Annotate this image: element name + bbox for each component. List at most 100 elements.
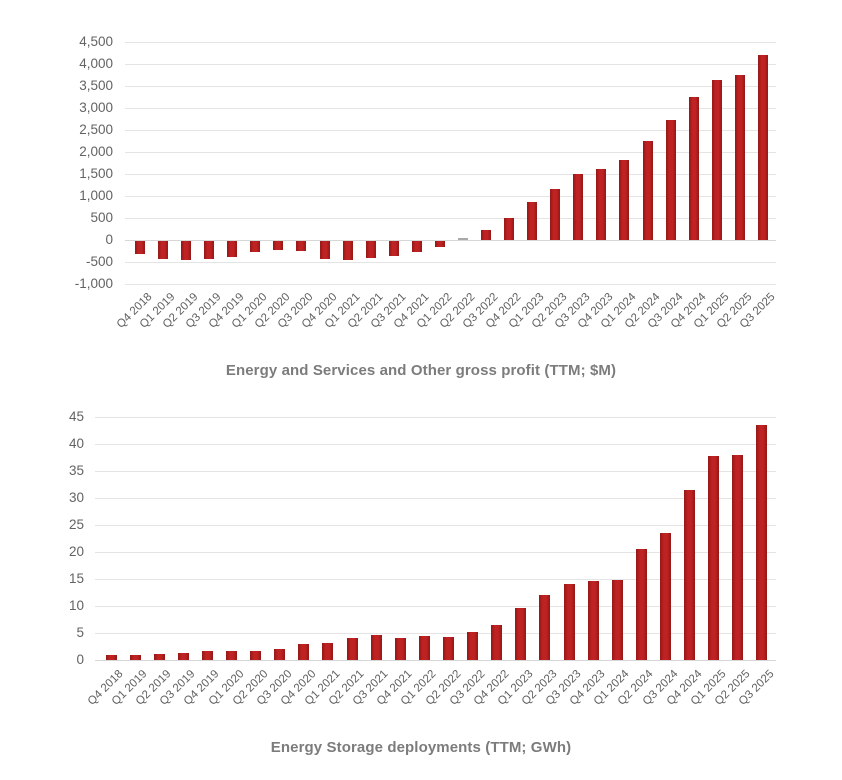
y-axis-tick-label: 25 [68,517,84,532]
gridline [125,217,776,219]
y-axis-tick-label: 1,000 [79,188,113,203]
gridline [125,41,776,43]
bar-q3-2024 [665,119,676,240]
bar-q1-2025 [708,456,720,660]
y-axis-tick-label: 5 [76,625,84,640]
bar-q2-2024 [642,140,653,240]
bar-q2-2020 [273,241,284,251]
bar-q4-2018 [135,241,145,255]
gridline [95,416,776,418]
bar-q2-2021 [365,241,376,259]
bar-q3-2019 [177,652,189,660]
gridline [95,605,776,607]
bar-q3-2019 [204,241,215,260]
bar-q4-2019 [201,651,213,660]
bar-q4-2020 [298,643,310,660]
y-axis-tick-label: 0 [105,232,113,247]
bar-q1-2023 [515,608,527,660]
bar-q2-2020 [250,650,262,660]
y-axis-tick-label: 30 [68,490,84,505]
y-axis-tick-label: 45 [68,409,84,424]
gridline [95,551,776,553]
bar-q3-2021 [388,241,399,257]
bar-q4-2021 [411,241,422,252]
bar-q1-2024 [619,160,630,240]
bar-q4-2022 [504,218,515,240]
bar-q1-2022 [434,241,445,247]
bar-q1-2023 [527,201,538,240]
y-axis-tick-label: 10 [68,598,84,613]
bar-q2-2022 [457,237,468,240]
gridline [95,443,776,445]
gridline [125,239,776,241]
bar-q4-2023 [587,580,599,660]
bar-q4-2024 [688,97,699,240]
bar-q4-2018 [105,654,117,660]
bar-q4-2023 [596,169,607,240]
bar-q2-2025 [734,75,745,240]
bar-q4-2021 [394,638,406,660]
y-axis-tick-label: 35 [68,463,84,478]
gridline [125,261,776,263]
bar-q4-2022 [491,624,503,660]
bar-q1-2021 [322,642,334,660]
bar-q3-2025 [757,55,768,240]
bar-q1-2025 [711,79,722,240]
gridline [95,578,776,580]
bar-q2-2023 [550,189,561,240]
bar-q2-2022 [443,637,455,660]
storage-deployments-chart-title: Energy Storage deployments (TTM; GWh) [270,739,572,756]
bar-q2-2019 [181,241,192,261]
bar-q2-2025 [732,455,744,660]
bar-q1-2020 [226,650,238,660]
y-axis-tick-label: 4,000 [79,56,113,71]
bar-q3-2022 [481,230,492,240]
bar-q3-2021 [370,635,382,660]
y-axis-tick-label: 20 [68,544,84,559]
gridline [125,129,776,131]
bar-q2-2019 [153,654,165,660]
y-axis-tick-label: 1,500 [79,166,113,181]
gridline [95,497,776,499]
bar-q4-2020 [319,241,330,259]
y-axis-tick-label: -500 [85,254,113,269]
gridline [95,524,776,526]
bar-q3-2023 [573,174,584,240]
bar-q3-2025 [756,425,768,660]
gridline [95,659,776,661]
bar-q3-2023 [563,584,575,660]
bar-q3-2024 [660,532,672,660]
y-axis-tick-label: 15 [68,571,84,586]
bar-q4-2019 [227,241,238,257]
y-axis-tick-label: 4,500 [79,34,113,49]
gridline [125,283,776,285]
gridline [125,107,776,109]
bar-q2-2023 [539,594,551,660]
bar-q1-2019 [129,655,141,660]
bar-q1-2019 [158,241,169,259]
y-axis-tick-label: 2,000 [79,144,113,159]
y-axis-tick-label: 3,000 [79,100,113,115]
bar-q3-2020 [274,649,286,660]
y-axis-tick-label: -1,000 [74,276,113,291]
gridline [95,632,776,634]
bar-q1-2020 [250,241,261,253]
gridline [125,151,776,153]
y-axis-tick-label: 2,500 [79,122,113,137]
bar-q2-2021 [346,637,358,660]
bar-q1-2024 [611,579,623,660]
gridline [125,195,776,197]
bar-q4-2024 [684,490,696,660]
gridline [95,470,776,472]
bar-q3-2020 [296,241,307,251]
bar-q2-2024 [635,548,647,660]
bar-q1-2022 [418,636,430,660]
y-axis-tick-label: 0 [76,652,84,667]
gridline [125,63,776,65]
y-axis-tick-label: 3,500 [79,78,113,93]
bar-q3-2022 [467,632,479,660]
bar-q1-2021 [342,241,353,261]
